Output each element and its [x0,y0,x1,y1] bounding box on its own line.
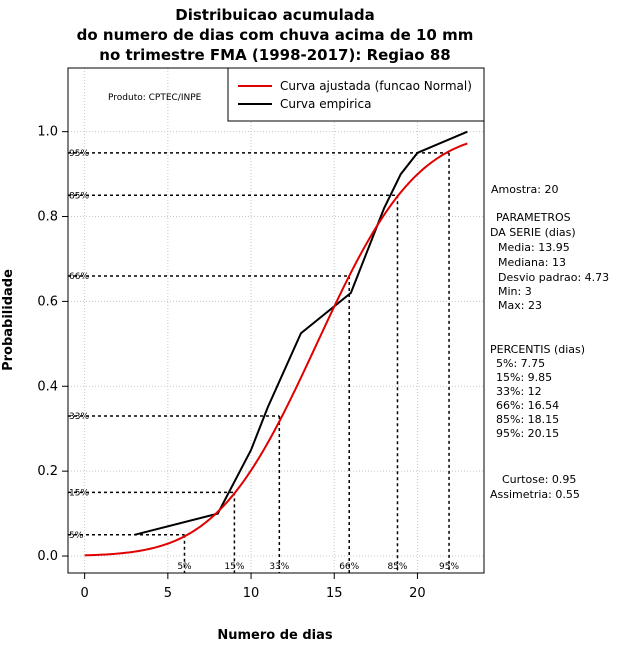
params-header-2: DA SERIE (dias) [490,226,576,239]
fitted-normal-curve [84,142,468,557]
percentile-label-y: 5% [69,531,84,541]
percentile-label-x: 33% [269,562,289,572]
grid-lines [68,68,484,573]
param-mean: Media: 13.95 [498,241,570,254]
plot-frame [67,67,485,574]
legend-label-empirical: Curva empirica [280,97,371,111]
statistics-panel: Amostra: 20 PARAMETROS DA SERIE (dias) M… [490,183,609,501]
y-tick-label: 0.0 [37,549,58,564]
x-axis-label: Numero de dias [217,628,333,643]
percentile-label-y: 66% [69,272,89,282]
param-min: Min: 3 [498,285,532,298]
percentile-label-x: 5% [177,562,192,572]
x-tick-label: 20 [409,586,426,601]
percentile-label-y: 95% [69,149,89,159]
chart-title-line-3: no trimestre FMA (1998-2017): Regiao 88 [99,46,450,64]
percentile-95: 95%: 20.15 [496,427,559,440]
y-tick-label: 0.4 [37,379,58,394]
x-tick-label: 15 [326,586,343,601]
skewness: Assimetria: 0.55 [490,488,580,501]
x-tick-label: 0 [80,586,88,601]
param-median: Mediana: 13 [498,256,566,269]
percentile-15: 15%: 9.85 [496,371,552,384]
y-tick-label: 1.0 [37,125,58,140]
legend: Curva ajustada (funcao Normal) Curva emp… [227,67,485,122]
kurtosis: Curtose: 0.95 [502,473,576,486]
percentile-guides: 5% 5% 15% 15% 33% 33% 66% 66% 85% 85% 95% 95% [68,149,460,573]
chart-title-line-1: Distribuicao acumulada [175,6,374,24]
y-axis: 0.0 0.2 0.4 0.6 0.8 1.0 [37,125,68,564]
percentile-label-x: 85% [387,562,407,572]
percentile-66: 66%: 16.54 [496,399,559,412]
param-stddev: Desvio padrao: 4.73 [498,271,609,284]
param-max: Max: 23 [498,299,542,312]
legend-box [227,67,485,122]
series-lines [84,130,468,557]
sample-size: Amostra: 20 [491,183,558,196]
x-tick-label: 5 [164,586,172,601]
y-axis-label: Probabilidade [1,269,16,371]
percentile-85: 85%: 18.15 [496,413,559,426]
percentiles-header: PERCENTIS (dias) [490,343,585,356]
percentile-label-x: 15% [224,562,244,572]
percentile-33: 33%: 12 [496,385,542,398]
percentile-label-x: 66% [339,562,359,572]
params-header-1: PARAMETROS [496,211,571,224]
percentile-label-y: 15% [69,488,89,498]
empirical-curve [134,130,468,536]
y-tick-label: 0.8 [37,210,58,225]
product-label: Produto: CPTEC/INPE [108,93,202,103]
percentile-label-y: 85% [69,191,89,201]
y-tick-label: 0.6 [37,294,58,309]
percentile-5: 5%: 7.75 [496,357,545,370]
percentile-label-x: 95% [439,562,459,572]
percentile-label-y: 33% [69,412,89,422]
y-tick-label: 0.2 [37,464,58,479]
x-axis: 0 5 10 15 20 [80,573,426,601]
legend-label-fitted: Curva ajustada (funcao Normal) [280,79,472,93]
chart-title-line-2: do numero de dias com chuva acima de 10 … [77,26,474,44]
x-tick-label: 10 [243,586,260,601]
